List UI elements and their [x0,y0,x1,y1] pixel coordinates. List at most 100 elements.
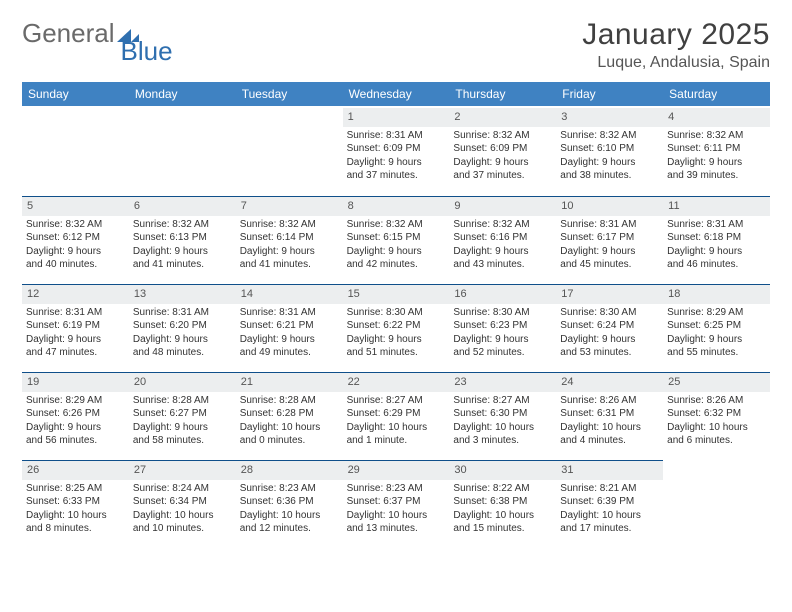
brand-word-2: Blue [121,36,173,67]
sunrise-line: Sunrise: 8:31 AM [240,306,339,320]
daylight-line-2: and 4 minutes. [560,434,659,448]
title-block: January 2025 Luque, Andalusia, Spain [582,18,770,72]
day-body: Sunrise: 8:29 AMSunset: 6:26 PMDaylight:… [26,394,125,448]
sunrise-line: Sunrise: 8:27 AM [453,394,552,408]
sunrise-line: Sunrise: 8:32 AM [453,129,552,143]
sunset-line: Sunset: 6:33 PM [26,495,125,509]
daylight-line-2: and 6 minutes. [667,434,766,448]
day-body: Sunrise: 8:32 AMSunset: 6:12 PMDaylight:… [26,218,125,272]
sunrise-line: Sunrise: 8:32 AM [560,129,659,143]
daylight-line-1: Daylight: 9 hours [347,245,446,259]
day-body: Sunrise: 8:32 AMSunset: 6:09 PMDaylight:… [453,129,552,183]
day-number: 1 [343,108,450,127]
daylight-line-1: Daylight: 9 hours [133,245,232,259]
day-body: Sunrise: 8:25 AMSunset: 6:33 PMDaylight:… [26,482,125,536]
calendar-cell: 14Sunrise: 8:31 AMSunset: 6:21 PMDayligh… [236,282,343,370]
daylight-line-2: and 45 minutes. [560,258,659,272]
daylight-line-2: and 48 minutes. [133,346,232,360]
daylight-line-2: and 55 minutes. [667,346,766,360]
day-number: 5 [22,196,129,216]
daylight-line-2: and 17 minutes. [560,522,659,536]
sunset-line: Sunset: 6:12 PM [26,231,125,245]
sunrise-line: Sunrise: 8:32 AM [26,218,125,232]
sunset-line: Sunset: 6:23 PM [453,319,552,333]
daylight-line-2: and 52 minutes. [453,346,552,360]
sunset-line: Sunset: 6:26 PM [26,407,125,421]
daylight-line-1: Daylight: 9 hours [667,333,766,347]
day-number: 27 [129,460,236,480]
calendar-grid: 1Sunrise: 8:31 AMSunset: 6:09 PMDaylight… [22,106,770,546]
sunset-line: Sunset: 6:27 PM [133,407,232,421]
calendar-cell: 30Sunrise: 8:22 AMSunset: 6:38 PMDayligh… [449,458,556,546]
daylight-line-2: and 39 minutes. [667,169,766,183]
day-number: 10 [556,196,663,216]
weekday-label: Monday [129,82,236,106]
sunset-line: Sunset: 6:37 PM [347,495,446,509]
day-number: 12 [22,284,129,304]
sunset-line: Sunset: 6:17 PM [560,231,659,245]
calendar-cell: 15Sunrise: 8:30 AMSunset: 6:22 PMDayligh… [343,282,450,370]
sunrise-line: Sunrise: 8:31 AM [26,306,125,320]
sunrise-line: Sunrise: 8:22 AM [453,482,552,496]
day-number: 8 [343,196,450,216]
calendar-cell: 29Sunrise: 8:23 AMSunset: 6:37 PMDayligh… [343,458,450,546]
calendar-cell: 25Sunrise: 8:26 AMSunset: 6:32 PMDayligh… [663,370,770,458]
sunrise-line: Sunrise: 8:21 AM [560,482,659,496]
day-body: Sunrise: 8:31 AMSunset: 6:20 PMDaylight:… [133,306,232,360]
daylight-line-1: Daylight: 9 hours [26,421,125,435]
day-body: Sunrise: 8:32 AMSunset: 6:16 PMDaylight:… [453,218,552,272]
daylight-line-2: and 51 minutes. [347,346,446,360]
calendar-cell: 27Sunrise: 8:24 AMSunset: 6:34 PMDayligh… [129,458,236,546]
day-number: 18 [663,284,770,304]
day-number: 26 [22,460,129,480]
day-body: Sunrise: 8:32 AMSunset: 6:11 PMDaylight:… [667,129,766,183]
calendar-cell: 18Sunrise: 8:29 AMSunset: 6:25 PMDayligh… [663,282,770,370]
weekday-label: Wednesday [343,82,450,106]
sunrise-line: Sunrise: 8:28 AM [133,394,232,408]
calendar-cell: 13Sunrise: 8:31 AMSunset: 6:20 PMDayligh… [129,282,236,370]
day-body: Sunrise: 8:32 AMSunset: 6:15 PMDaylight:… [347,218,446,272]
daylight-line-1: Daylight: 9 hours [560,245,659,259]
day-body: Sunrise: 8:28 AMSunset: 6:27 PMDaylight:… [133,394,232,448]
sunset-line: Sunset: 6:30 PM [453,407,552,421]
sunrise-line: Sunrise: 8:23 AM [240,482,339,496]
daylight-line-1: Daylight: 9 hours [453,245,552,259]
weekday-label: Sunday [22,82,129,106]
day-number: 17 [556,284,663,304]
daylight-line-2: and 53 minutes. [560,346,659,360]
calendar-weekday-header: SundayMondayTuesdayWednesdayThursdayFrid… [22,82,770,106]
day-number: 9 [449,196,556,216]
daylight-line-1: Daylight: 9 hours [453,156,552,170]
daylight-line-2: and 46 minutes. [667,258,766,272]
daylight-line-2: and 43 minutes. [453,258,552,272]
daylight-line-1: Daylight: 9 hours [240,333,339,347]
day-body: Sunrise: 8:23 AMSunset: 6:37 PMDaylight:… [347,482,446,536]
day-number: 23 [449,372,556,392]
daylight-line-2: and 15 minutes. [453,522,552,536]
day-body: Sunrise: 8:21 AMSunset: 6:39 PMDaylight:… [560,482,659,536]
day-number: 3 [556,108,663,127]
daylight-line-1: Daylight: 9 hours [26,245,125,259]
calendar-cell: 2Sunrise: 8:32 AMSunset: 6:09 PMDaylight… [449,106,556,194]
daylight-line-2: and 47 minutes. [26,346,125,360]
sunrise-line: Sunrise: 8:24 AM [133,482,232,496]
sunset-line: Sunset: 6:39 PM [560,495,659,509]
calendar-cell: 26Sunrise: 8:25 AMSunset: 6:33 PMDayligh… [22,458,129,546]
day-body: Sunrise: 8:30 AMSunset: 6:23 PMDaylight:… [453,306,552,360]
calendar-cell: 31Sunrise: 8:21 AMSunset: 6:39 PMDayligh… [556,458,663,546]
sunrise-line: Sunrise: 8:32 AM [240,218,339,232]
daylight-line-1: Daylight: 9 hours [560,333,659,347]
day-body: Sunrise: 8:27 AMSunset: 6:30 PMDaylight:… [453,394,552,448]
calendar-cell: 24Sunrise: 8:26 AMSunset: 6:31 PMDayligh… [556,370,663,458]
daylight-line-1: Daylight: 10 hours [347,509,446,523]
sunrise-line: Sunrise: 8:26 AM [667,394,766,408]
daylight-line-1: Daylight: 9 hours [667,245,766,259]
day-number: 11 [663,196,770,216]
sunset-line: Sunset: 6:25 PM [667,319,766,333]
month-year-title: January 2025 [582,18,770,52]
sunrise-line: Sunrise: 8:32 AM [453,218,552,232]
sunrise-line: Sunrise: 8:30 AM [560,306,659,320]
daylight-line-1: Daylight: 9 hours [667,156,766,170]
day-number: 31 [556,460,663,480]
day-body: Sunrise: 8:32 AMSunset: 6:10 PMDaylight:… [560,129,659,183]
